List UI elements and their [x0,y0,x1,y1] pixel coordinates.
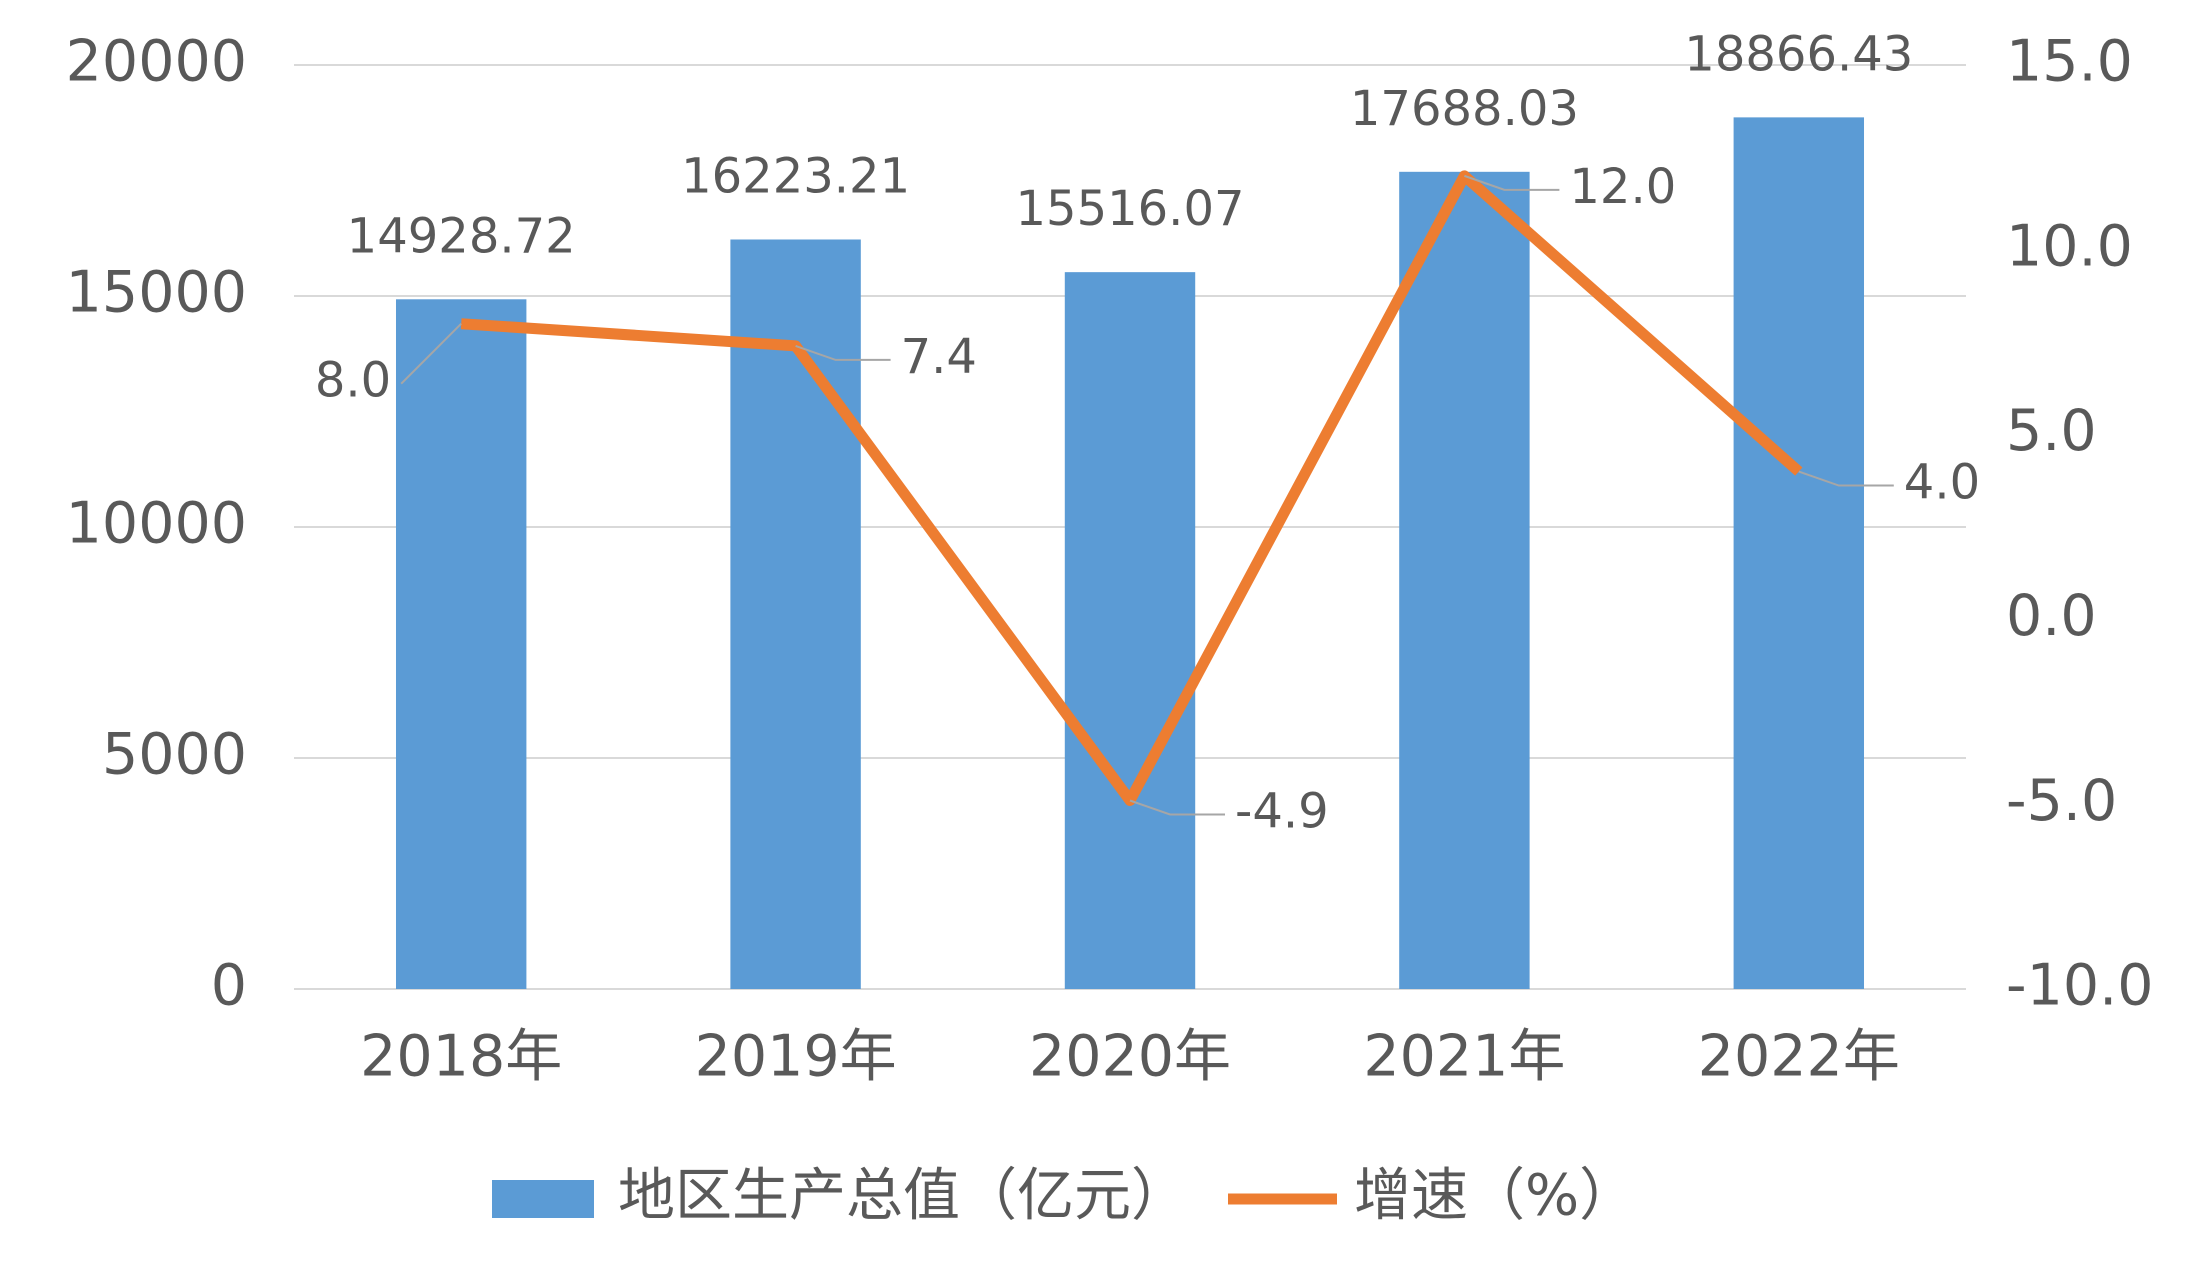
line-value-label: 8.0 [315,353,391,409]
y2-tick-label: 5.0 [2006,398,2097,464]
legend-swatch [492,1180,594,1218]
bar [1399,171,1530,990]
x-tick-label: 2022年 [1698,1024,1900,1090]
y2-tick-label: 0.0 [2006,583,2097,649]
y2-tick-label: -10.0 [2006,953,2153,1019]
y2-tick-label: -5.0 [2006,768,2117,834]
x-tick-label: 2018年 [360,1024,562,1090]
leader-line [400,323,462,385]
y-tick-label: 10000 [66,491,247,557]
y2-tick-label: 15.0 [2006,29,2133,95]
y-tick-label: 15000 [66,260,247,326]
bar [395,299,527,990]
legend-label: 地区生产总值（亿元） [618,1163,1188,1229]
x-tick-label: 2021年 [1363,1024,1565,1090]
x-tick-label: 2020年 [1029,1024,1231,1090]
y-tick-label: 20000 [66,29,247,95]
bar-value-label: 14928.72 [347,208,576,264]
leader-line [795,344,891,361]
y2-tick-label: 10.0 [2006,213,2133,279]
bar [1064,272,1196,989]
leader-line [1464,174,1560,191]
line-value-label: -4.9 [1235,784,1329,840]
y-tick-label: 5000 [102,722,247,788]
line-value-label: 4.0 [1904,455,1980,511]
bar-value-label: 18866.43 [1684,26,1913,82]
bar-value-label: 15516.07 [1015,181,1244,237]
bar [1733,117,1865,990]
leader-line [1798,470,1894,487]
legend-label: 增速（%） [1354,1163,1636,1229]
line-value-label: 7.4 [901,329,977,385]
y-tick-label: 0 [211,953,247,1019]
bar-value-label: 17688.03 [1350,81,1579,137]
line-value-label: 12.0 [1569,159,1676,215]
bar [730,239,861,990]
leader-line [1129,799,1225,816]
bar-value-label: 16223.21 [681,148,910,204]
x-tick-label: 2019年 [695,1024,897,1090]
